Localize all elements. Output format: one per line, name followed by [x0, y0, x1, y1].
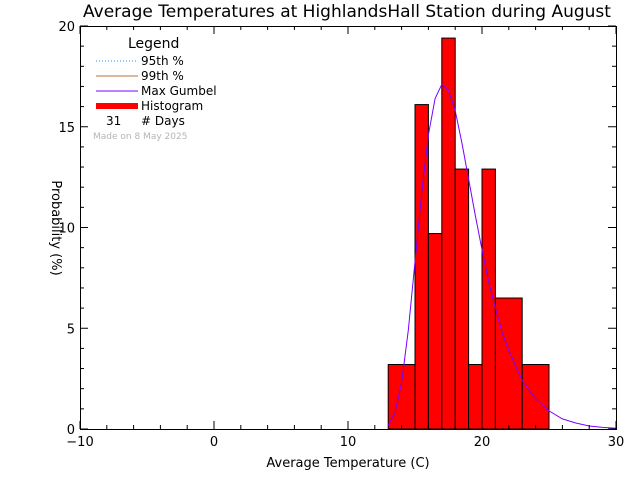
y-axis-label: Probability (%) [48, 180, 63, 275]
x-axis-label: Average Temperature (C) [266, 456, 429, 471]
histogram-bars [387, 37, 550, 430]
y-tick-label-0: 0 [67, 423, 75, 438]
histogram-bar-4 [454, 168, 470, 430]
x-axis: −10 0 10 20 30 [66, 26, 624, 450]
y-tick-label-2: 10 [58, 222, 75, 237]
gumbel-curve [387, 83, 617, 429]
legend-days-label: # Days [141, 114, 185, 128]
y-tick-label-3: 15 [58, 121, 75, 136]
x-tick-label-2: 10 [340, 435, 357, 450]
legend-label-gumbel: Max Gumbel [141, 84, 217, 98]
histogram-bar-0 [387, 364, 416, 430]
chart-title: Average Temperatures at HighlandsHall St… [83, 2, 611, 22]
legend-label-histogram: Histogram [141, 99, 203, 113]
x-tick-label-1: 0 [210, 435, 218, 450]
histogram-bar-2 [427, 233, 443, 430]
legend-label-99th: 99th % [141, 69, 184, 83]
legend-label-95th: 95th % [141, 54, 184, 68]
legend-days-count: 31 [106, 114, 121, 128]
x-tick-label-3: 20 [474, 435, 491, 450]
histogram-bar-8 [521, 364, 550, 430]
histogram-bar-3 [441, 37, 456, 430]
y-axis: 0 5 10 15 20 [58, 20, 616, 438]
y-tick-label-1: 5 [67, 322, 75, 337]
legend: Legend 95th % 99th % Max Gumbel Histogra… [93, 36, 217, 142]
histogram-bar-5 [468, 364, 483, 430]
x-tick-label-0: −10 [66, 435, 93, 450]
legend-title: Legend [128, 36, 179, 52]
x-tick-label-4: 30 [608, 435, 625, 450]
y-tick-label-4: 20 [58, 20, 75, 35]
credit-note: Made on 8 May 2025 [93, 132, 187, 142]
histogram-bar-7 [494, 297, 523, 430]
